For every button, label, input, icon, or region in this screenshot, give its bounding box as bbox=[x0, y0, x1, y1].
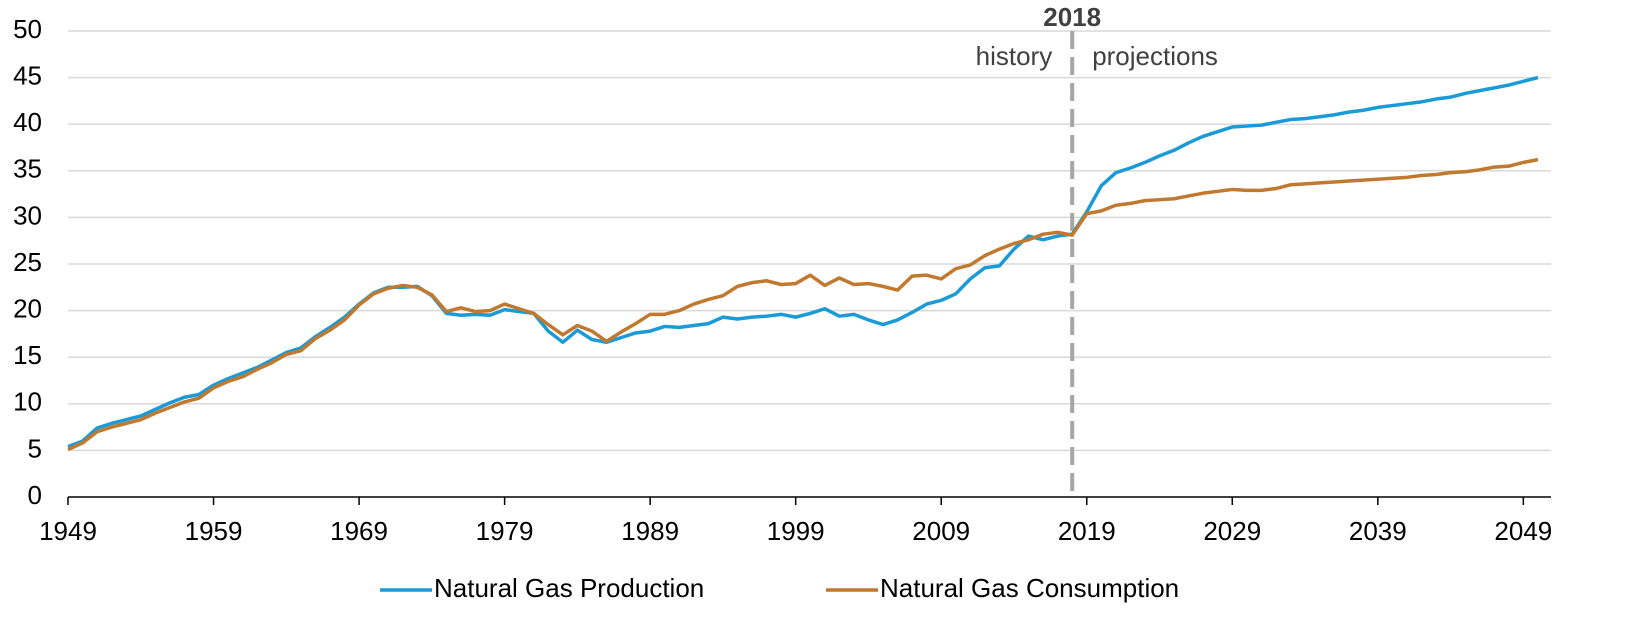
y-tick-label: 0 bbox=[28, 480, 42, 510]
y-tick-label: 30 bbox=[13, 200, 42, 230]
history-label: history bbox=[976, 41, 1053, 71]
legend-label: Natural Gas Production bbox=[434, 573, 704, 603]
legend-label: Natural Gas Consumption bbox=[880, 573, 1179, 603]
y-tick-label: 20 bbox=[13, 293, 42, 323]
series-line bbox=[67, 75, 1539, 449]
x-tick-label: 1969 bbox=[330, 516, 388, 546]
y-tick-label: 25 bbox=[13, 247, 42, 277]
x-tick-label: 1959 bbox=[185, 516, 243, 546]
y-tick-label: 35 bbox=[13, 154, 42, 184]
y-tick-label: 10 bbox=[13, 387, 42, 417]
series-line bbox=[67, 157, 1539, 452]
projections-label: projections bbox=[1092, 41, 1218, 71]
x-tick-label: 1979 bbox=[476, 516, 534, 546]
y-tick-label: 45 bbox=[13, 60, 42, 90]
y-tick-label: 40 bbox=[13, 107, 42, 137]
y-tick-label: 5 bbox=[28, 433, 42, 463]
x-tick-label: 2049 bbox=[1494, 516, 1552, 546]
x-tick-label: 1989 bbox=[621, 516, 679, 546]
x-tick-label: 2029 bbox=[1203, 516, 1261, 546]
x-tick-label: 2009 bbox=[912, 516, 970, 546]
x-tick-label: 2039 bbox=[1349, 516, 1407, 546]
x-tick-label: 2019 bbox=[1058, 516, 1116, 546]
y-tick-label: 50 bbox=[13, 14, 42, 44]
y-tick-label: 15 bbox=[13, 340, 42, 370]
x-tick-label: 1949 bbox=[39, 516, 97, 546]
marker-label: 2018 bbox=[1043, 2, 1101, 32]
x-tick-label: 1999 bbox=[767, 516, 825, 546]
